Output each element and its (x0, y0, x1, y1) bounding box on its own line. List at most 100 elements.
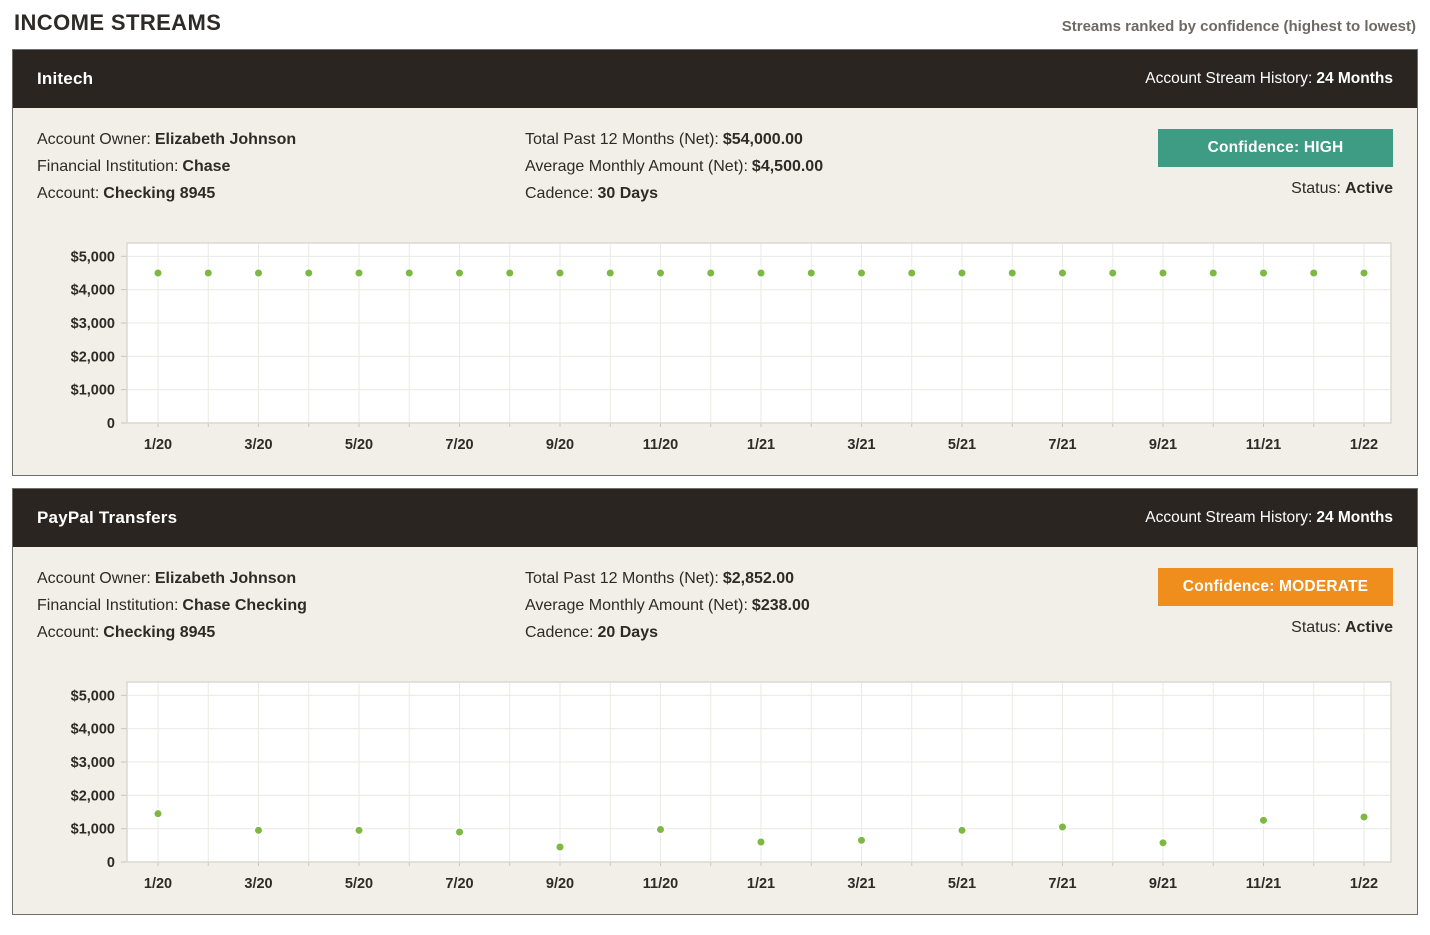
stream-card-header: PayPal Transfers Account Stream History:… (13, 489, 1417, 547)
total-label: Total Past 12 Months (Net): (525, 570, 719, 587)
cadence-value: 20 Days (597, 624, 659, 641)
svg-text:$3,000: $3,000 (71, 316, 115, 332)
svg-text:7/21: 7/21 (1048, 437, 1076, 453)
svg-text:1/22: 1/22 (1350, 437, 1378, 453)
scatter-plot: $5,000 $4,000 $3,000 $2,000 $1,000 0 1/20 3/20 5… (71, 242, 1392, 453)
confidence-badge: Confidence: HIGH (1158, 129, 1393, 167)
svg-text:0: 0 (107, 416, 115, 432)
stream-info-row: Account Owner: Elizabeth Johnson Financia… (37, 126, 1393, 207)
stream-card-body: Account Owner: Elizabeth Johnson Financia… (13, 547, 1417, 914)
status-label: Status: (1291, 619, 1341, 636)
account-line: Account: Checking 8945 (37, 180, 525, 207)
account-owner-label: Account Owner: (37, 131, 151, 148)
total-label: Total Past 12 Months (Net): (525, 131, 719, 148)
institution-line: Financial Institution: Chase (37, 153, 525, 180)
status-line: Status: Active (1291, 619, 1393, 637)
institution-line: Financial Institution: Chase Checking (37, 592, 525, 619)
svg-text:7/20: 7/20 (445, 437, 473, 453)
svg-text:$2,000: $2,000 (71, 349, 115, 365)
institution-label: Financial Institution: (37, 597, 179, 614)
stream-name: PayPal Transfers (37, 508, 178, 527)
cadence-label: Cadence: (525, 624, 594, 641)
cadence-line: Cadence: 20 Days (525, 619, 1153, 646)
status-line: Status: Active (1291, 180, 1393, 198)
svg-text:1/21: 1/21 (747, 437, 775, 453)
deposit-scatter-chart: $5,000 $4,000 $3,000 $2,000 $1,000 0 1/20 3/20 5… (37, 674, 1393, 894)
total-value: $2,852.00 (722, 570, 795, 587)
svg-text:11/21: 11/21 (1246, 876, 1282, 892)
stream-confidence-col: Confidence: MODERATE Status: Active (1153, 565, 1393, 637)
svg-text:7/20: 7/20 (445, 876, 473, 892)
svg-text:$5,000: $5,000 (71, 688, 115, 704)
stream-history-label: Account Stream History: (1145, 509, 1313, 526)
cadence-line: Cadence: 30 Days (525, 180, 1153, 207)
account-value: Checking 8945 (103, 624, 216, 641)
average-line: Average Monthly Amount (Net): $238.00 (525, 592, 1153, 619)
svg-text:11/21: 11/21 (1246, 437, 1282, 453)
account-owner-label: Account Owner: (37, 570, 151, 587)
svg-text:5/21: 5/21 (948, 437, 976, 453)
stream-history-value: 24 Months (1316, 70, 1393, 87)
stream-name: Initech (37, 69, 94, 88)
stream-amount-info: Total Past 12 Months (Net): $54,000.00 Av… (525, 126, 1153, 207)
svg-text:11/20: 11/20 (643, 876, 679, 892)
average-value: $238.00 (751, 597, 810, 614)
average-label: Average Monthly Amount (Net): (525, 597, 748, 614)
svg-text:$4,000: $4,000 (71, 722, 115, 738)
svg-text:1/21: 1/21 (747, 876, 775, 892)
svg-text:$4,000: $4,000 (71, 283, 115, 299)
svg-text:$1,000: $1,000 (71, 822, 115, 838)
cadence-value: 30 Days (597, 185, 659, 202)
svg-text:9/20: 9/20 (546, 437, 574, 453)
stream-card-body: Account Owner: Elizabeth Johnson Financia… (13, 108, 1417, 475)
stream-account-info: Account Owner: Elizabeth Johnson Financia… (37, 126, 525, 207)
svg-text:1/20: 1/20 (144, 437, 172, 453)
svg-text:$1,000: $1,000 (71, 383, 115, 399)
svg-text:3/20: 3/20 (244, 437, 272, 453)
account-value: Checking 8945 (103, 185, 216, 202)
account-owner-line: Account Owner: Elizabeth Johnson (37, 565, 525, 592)
stream-card-header: Initech Account Stream History: 24 Months (13, 50, 1417, 108)
stream-history: Account Stream History: 24 Months (1145, 70, 1393, 88)
account-label: Account: (37, 624, 100, 641)
status-value: Active (1344, 619, 1393, 636)
svg-text:7/21: 7/21 (1048, 876, 1076, 892)
institution-label: Financial Institution: (37, 158, 179, 175)
svg-text:9/21: 9/21 (1149, 876, 1177, 892)
average-line: Average Monthly Amount (Net): $4,500.00 (525, 153, 1153, 180)
svg-text:9/20: 9/20 (546, 876, 574, 892)
svg-text:$5,000: $5,000 (71, 249, 115, 265)
svg-text:3/20: 3/20 (244, 876, 272, 892)
scatter-plot: $5,000 $4,000 $3,000 $2,000 $1,000 0 1/20 3/20 5… (71, 681, 1392, 892)
svg-text:3/21: 3/21 (847, 437, 875, 453)
total-line: Total Past 12 Months (Net): $54,000.00 (525, 126, 1153, 153)
stream-amount-info: Total Past 12 Months (Net): $2,852.00 Ave… (525, 565, 1153, 646)
account-label: Account: (37, 185, 100, 202)
ranking-note: Streams ranked by confidence (highest to… (1061, 18, 1416, 35)
status-value: Active (1344, 180, 1393, 197)
account-line: Account: Checking 8945 (37, 619, 525, 646)
confidence-badge: Confidence: MODERATE (1158, 568, 1393, 606)
svg-text:11/20: 11/20 (643, 437, 679, 453)
stream-account-info: Account Owner: Elizabeth Johnson Financia… (37, 565, 525, 646)
average-label: Average Monthly Amount (Net): (525, 158, 748, 175)
svg-text:0: 0 (107, 855, 115, 871)
total-line: Total Past 12 Months (Net): $2,852.00 (525, 565, 1153, 592)
page-header: INCOME STREAMS Streams ranked by confide… (12, 8, 1418, 49)
svg-text:5/20: 5/20 (345, 437, 373, 453)
stream-history-value: 24 Months (1316, 509, 1393, 526)
svg-text:1/20: 1/20 (144, 876, 172, 892)
institution-value: Chase (182, 158, 231, 175)
stream-info-row: Account Owner: Elizabeth Johnson Financia… (37, 565, 1393, 646)
stream-card-initech: Initech Account Stream History: 24 Months… (12, 49, 1418, 476)
stream-history-label: Account Stream History: (1145, 70, 1313, 87)
svg-text:3/21: 3/21 (847, 876, 875, 892)
svg-text:$2,000: $2,000 (71, 788, 115, 804)
svg-text:$3,000: $3,000 (71, 755, 115, 771)
page-title: INCOME STREAMS (14, 10, 222, 35)
cadence-label: Cadence: (525, 185, 594, 202)
average-value: $4,500.00 (751, 158, 824, 175)
account-owner-value: Elizabeth Johnson (154, 570, 297, 587)
svg-text:1/22: 1/22 (1350, 876, 1378, 892)
deposit-scatter-chart: $5,000 $4,000 $3,000 $2,000 $1,000 0 1/20 3/20 5… (37, 235, 1393, 455)
